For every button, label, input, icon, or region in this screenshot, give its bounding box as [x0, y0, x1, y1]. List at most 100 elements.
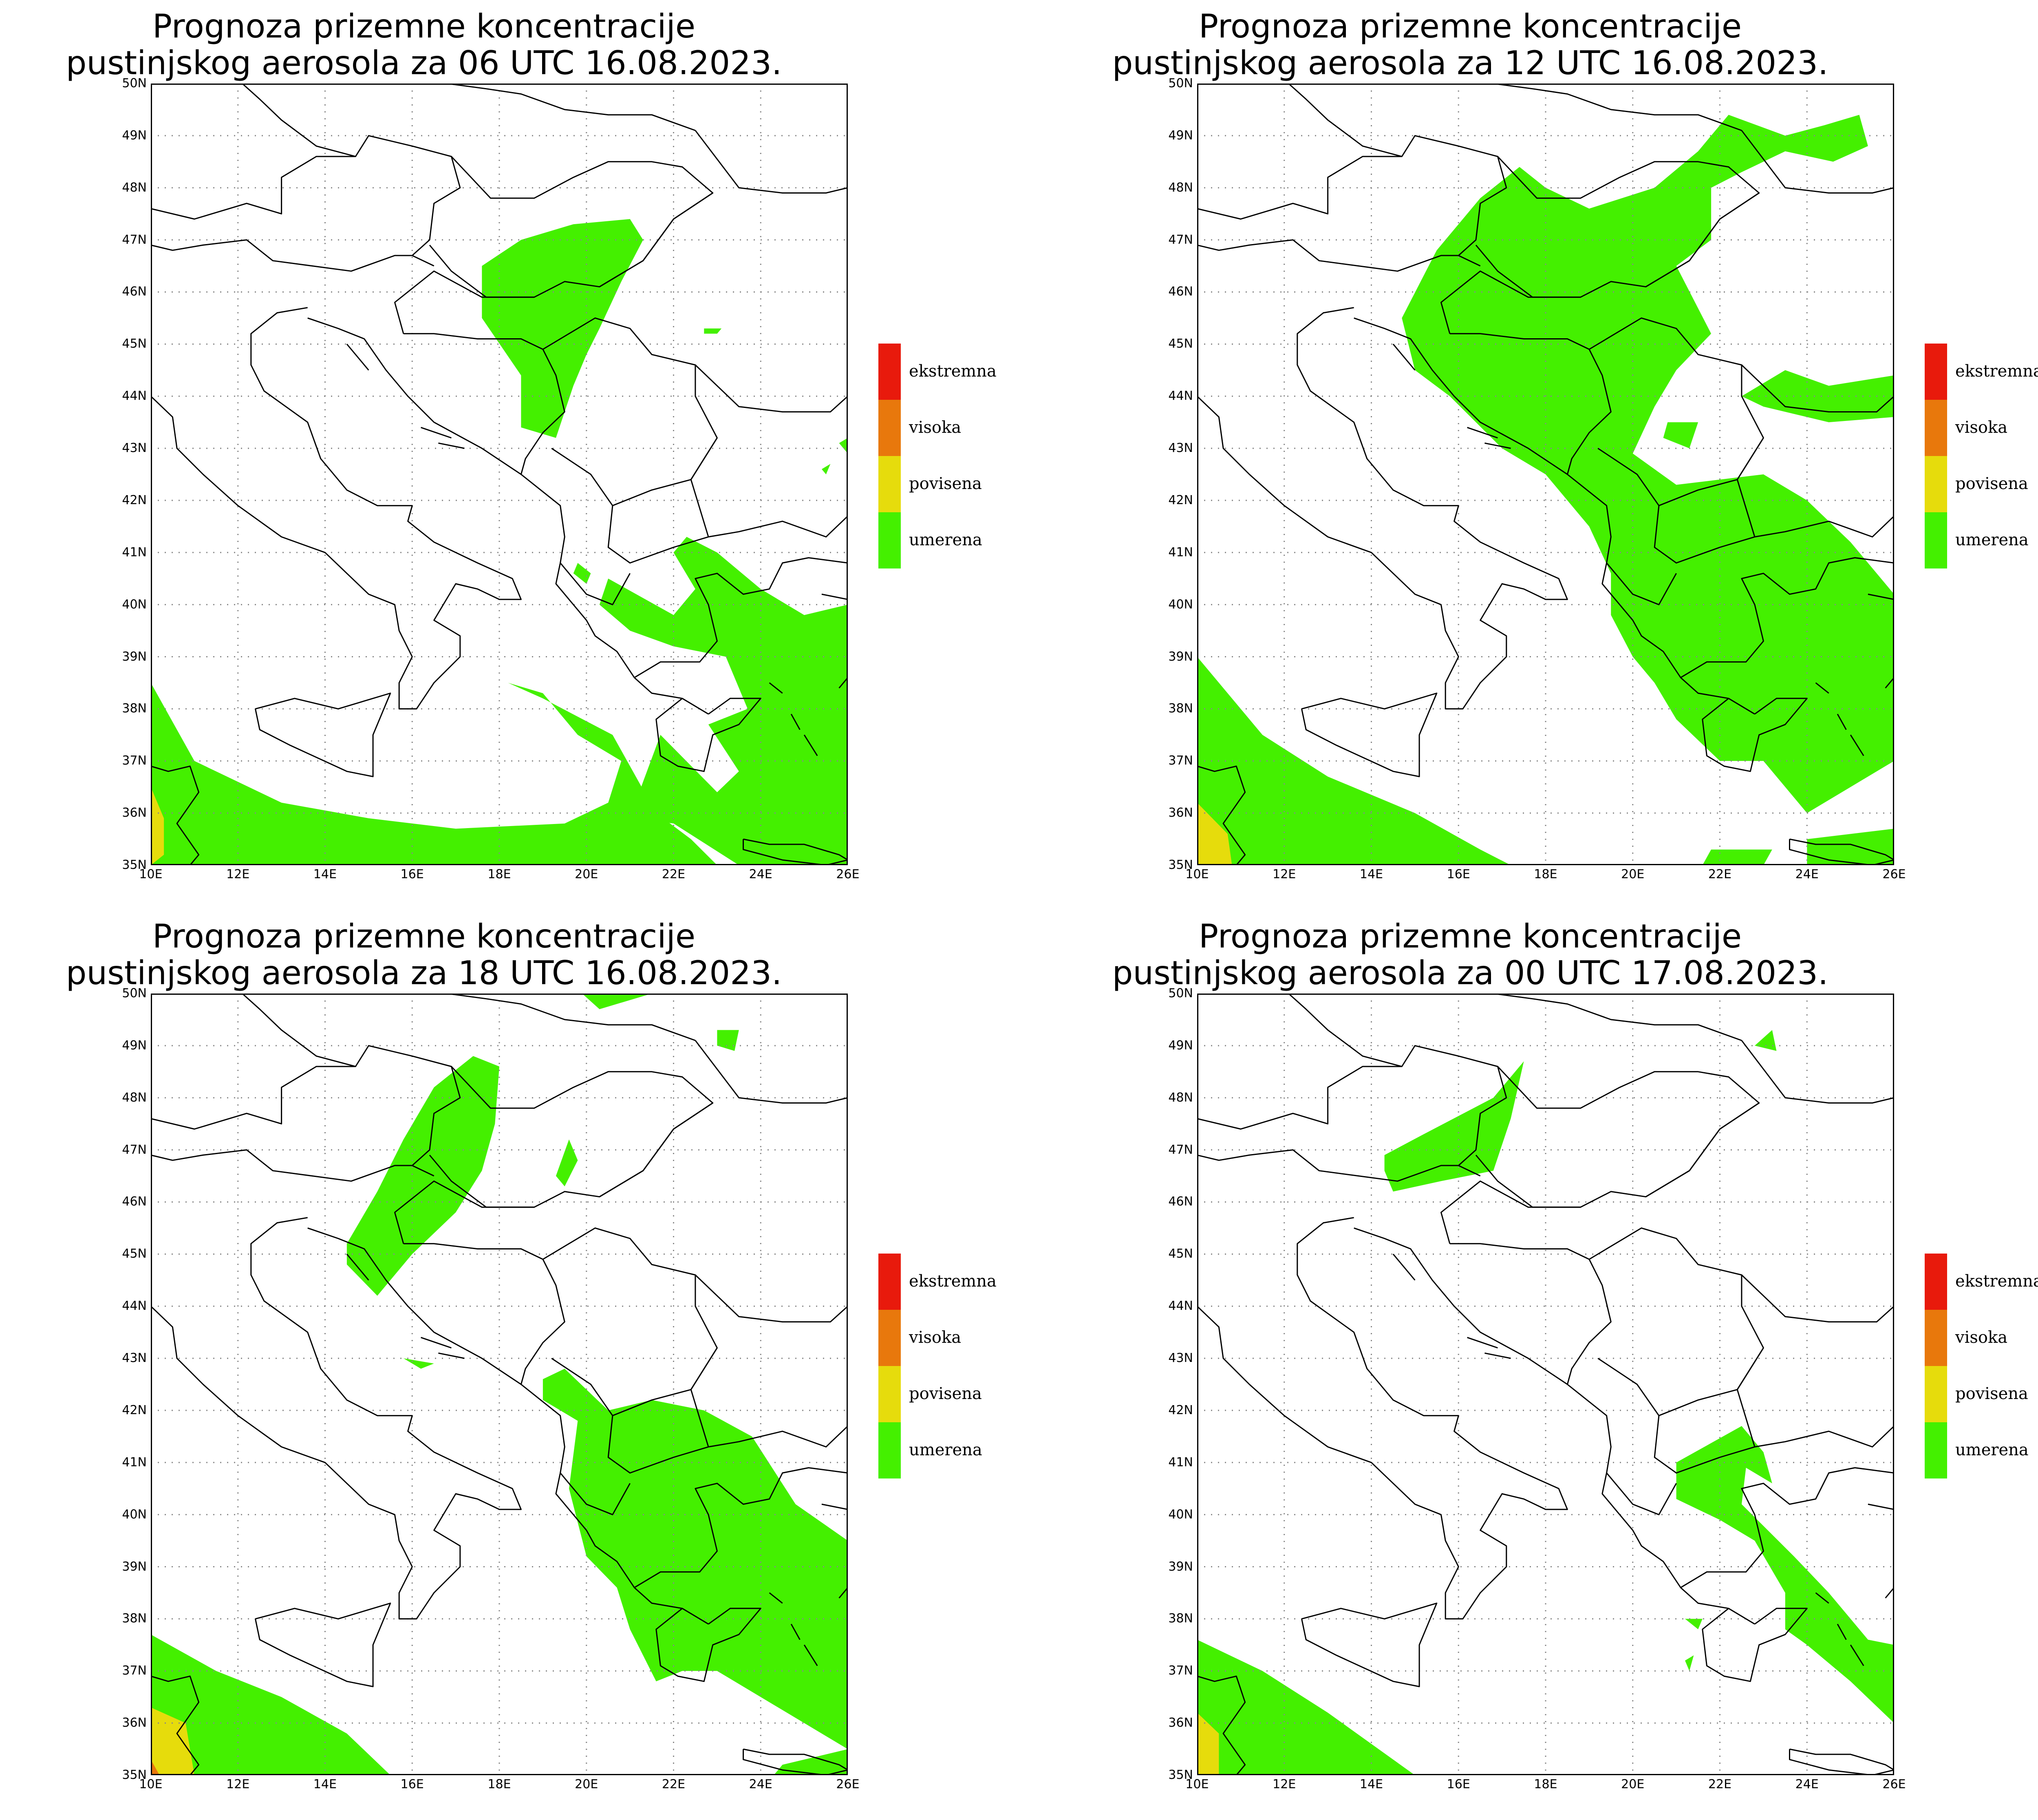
forecast-panel-p00: Prognoza prizemne koncentracije pustinjs… [1046, 910, 2038, 1820]
legend-label: visoka [909, 1328, 962, 1347]
legend-swatch-umerena [878, 1422, 901, 1478]
coastline-border-line [1475, 1066, 1760, 1208]
coastline-border-line [394, 270, 534, 334]
aerosol-area-umerena [1663, 422, 1698, 449]
panel-title-line1: Prognoza prizemne koncentracije [1198, 7, 1742, 45]
coastline-border-line [1680, 557, 1894, 678]
coastline-border-line [1885, 677, 1894, 689]
panel-title: Prognoza prizemne koncentracije pustinjs… [0, 8, 848, 82]
coastline-border-line [1197, 1045, 1507, 1166]
coastline-border-line [151, 1149, 435, 1182]
coastline-border-line [151, 1045, 461, 1166]
aerosol-area-umerena [1755, 1030, 1777, 1051]
latitude-tick-label: 43N [1168, 441, 1193, 456]
coastline-border-line [1868, 593, 1894, 600]
coastline-border-line [421, 427, 452, 438]
coastline-border-line [1589, 317, 1764, 507]
longitude-tick-label: 10E [139, 867, 163, 881]
coastline-border-line [1288, 994, 1402, 1067]
coastline-border-line [1301, 1602, 1438, 1688]
aerosol-area-umerena [774, 1749, 848, 1775]
panel-title-line1: Prognoza prizemne koncentracije [152, 917, 696, 955]
longitude-tick-label: 26E [836, 867, 860, 881]
latitude-tick-label: 43N [122, 441, 147, 456]
latitude-tick-label: 45N [122, 1247, 147, 1261]
latitude-tick-label: 48N [1168, 180, 1193, 195]
latitude-tick-label: 49N [1168, 128, 1193, 143]
longitude-tick-label: 18E [487, 1777, 511, 1791]
legend-label: umerena [1955, 1441, 2029, 1459]
aerosol-area-umerena [839, 438, 848, 454]
coastline-border-line [690, 1347, 848, 1448]
coastline-border-line [1197, 307, 1568, 709]
panel-title-line2: pustinjskog aerosola za 12 UTC 16.08.202… [1112, 44, 1828, 82]
latitude-tick-label: 35N [1168, 858, 1193, 872]
aerosol-area-umerena [1702, 849, 1772, 865]
legend-swatch-visoka [878, 1310, 901, 1366]
country-borders [1197, 994, 1894, 1775]
aerosol-area-umerena [1402, 115, 1894, 813]
aerosol-area-umerena [1685, 1619, 1703, 1629]
coastline-border-line [1645, 1102, 1760, 1197]
coastline-border-line [655, 1608, 761, 1682]
coastline-border-line [695, 364, 848, 413]
latitude-tick-label: 45N [1168, 1247, 1193, 1261]
forecast-panel-p18: Prognoza prizemne koncentracije pustinjs… [0, 910, 1046, 1820]
coastline-border-line [1702, 1608, 1808, 1682]
aerosol-area-povisena [1197, 1712, 1219, 1775]
map-canvas [151, 84, 848, 865]
coastline-border-line [769, 1592, 783, 1604]
longitude-tick-label: 12E [226, 867, 250, 881]
aerosol-area-umerena [1676, 1426, 1894, 1723]
latitude-tick-label: 39N [122, 1559, 147, 1574]
coastline-border-line [1850, 1644, 1864, 1666]
map-frame [151, 84, 848, 865]
coastline-border-line [1197, 135, 1507, 256]
longitude-tick-label: 18E [1534, 867, 1557, 881]
latitude-tick-label: 42N [122, 493, 147, 507]
coastline-border-line [560, 562, 631, 606]
latitude-tick-label: 35N [122, 858, 147, 872]
coastline-border-line [1680, 1467, 1894, 1588]
legend-label: visoka [1955, 1328, 2008, 1347]
longitude-tick-label: 24E [749, 867, 772, 881]
longitude-tick-label: 12E [1273, 1777, 1296, 1791]
map-frame [1197, 994, 1894, 1775]
map-canvas [1197, 84, 1894, 865]
longitude-tick-label: 20E [575, 867, 598, 881]
longitude-tick-label: 16E [1447, 867, 1470, 881]
legend-swatch-umerena [878, 512, 901, 568]
latitude-tick-label: 44N [1168, 1299, 1193, 1313]
coastline-border-line [543, 1227, 718, 1417]
longitude-tick-label: 24E [749, 1777, 772, 1791]
coastline-border-line [151, 765, 200, 865]
coastline-border-line [1741, 130, 1894, 194]
latitude-tick-label: 39N [1168, 649, 1193, 664]
coastline-border-line [307, 1227, 709, 1625]
longitude-tick-label: 26E [1882, 1777, 1906, 1791]
coastline-border-line [1484, 1352, 1511, 1359]
lat-lon-gridlines [151, 994, 848, 1775]
coastline-border-line [1837, 714, 1847, 730]
longitude-tick-label: 14E [1359, 1777, 1383, 1791]
coastline-border-line [790, 714, 801, 730]
legend-label: povisena [909, 1384, 982, 1403]
latitude-tick-label: 38N [122, 1611, 147, 1626]
aerosol-area-umerena [482, 219, 643, 438]
latitude-tick-label: 46N [122, 284, 147, 299]
latitude-tick-label: 39N [122, 649, 147, 664]
coastline-border-line [634, 557, 848, 678]
latitude-tick-label: 41N [122, 545, 147, 560]
aerosol-area-umerena [1197, 1639, 1415, 1775]
coastline-border-line [1868, 1503, 1894, 1510]
longitude-tick-label: 20E [1621, 867, 1645, 881]
longitude-tick-label: 14E [1359, 867, 1383, 881]
coastline-border-line [346, 1254, 369, 1281]
latitude-tick-label: 45N [122, 337, 147, 351]
lat-lon-gridlines [1197, 994, 1894, 1775]
aerosol-area-umerena [1807, 828, 1894, 865]
latitude-tick-label: 36N [1168, 806, 1193, 820]
coastline-border-line [1850, 734, 1864, 756]
aerosol-area-umerena [1685, 1655, 1694, 1671]
country-borders [151, 994, 848, 1775]
